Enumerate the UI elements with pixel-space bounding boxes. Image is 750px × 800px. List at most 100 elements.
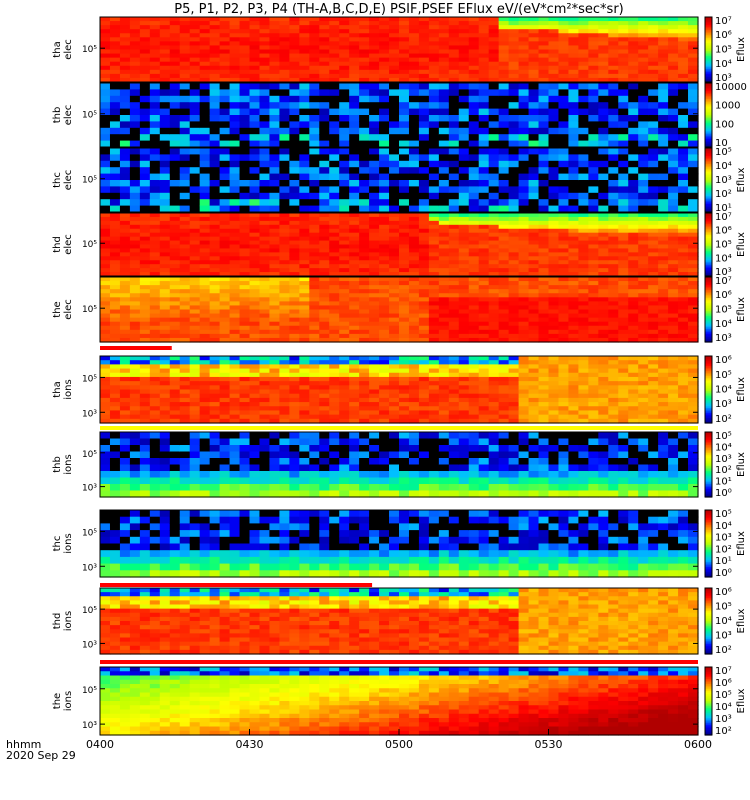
heatmap-cell [249,289,261,294]
colorbar-segment [705,72,712,75]
heatmap-cell [418,37,430,42]
heatmap-cell [100,154,111,162]
heatmap-cell [259,402,271,407]
panel-ylabel: thc elec [52,170,74,191]
heatmap-cell [299,134,310,142]
heatmap-cell [568,313,579,319]
heatmap-cell [618,305,629,311]
heatmap-cell [109,385,121,391]
heatmap-cell [448,224,460,230]
heatmap-cell [548,256,560,261]
heatmap-cell [299,45,310,51]
heatmap-cell [568,236,579,242]
heatmap-cell [319,49,330,55]
heatmap-cell [219,325,231,331]
heatmap-cell [100,69,111,75]
heatmap-cell [249,205,261,213]
heatmap-cell [100,329,111,335]
heatmap-cell [468,216,480,222]
heatmap-cell [548,108,560,116]
heatmap-cell [159,25,171,30]
heatmap-cell [369,376,380,382]
heatmap-cell [379,21,390,26]
heatmap-cell [418,167,430,175]
heatmap-cell [458,45,470,51]
colorbar-segment [705,164,712,167]
heatmap-cell [438,329,450,335]
heatmap-cell [508,329,520,335]
heatmap-cell [159,301,171,307]
heatmap-cell [239,83,251,90]
heatmap-cell [289,381,300,386]
heatmap-cell [100,277,111,282]
heatmap-cell [349,45,360,51]
heatmap-cell [658,264,669,269]
heatmap-cell [239,321,251,327]
heatmap-cell [329,313,340,319]
heatmap-cell [349,385,360,391]
heatmap-cell [408,260,420,265]
heatmap-cell [269,180,280,187]
heatmap-cell [498,272,510,277]
heatmap-cell [389,397,400,403]
heatmap-cell [399,244,410,250]
heatmap-cell [458,389,470,395]
heatmap-cell [408,167,420,175]
heatmap-cell [428,256,440,261]
heatmap-cell [159,305,171,311]
heatmap-cell [299,213,310,218]
panel-ylabel: tha elec [52,39,74,60]
heatmap-cell [159,115,171,122]
heatmap-cell [518,127,530,135]
heatmap-cell [139,232,151,238]
heatmap-cell [139,186,151,194]
colorbar-segment [705,135,712,138]
heatmap-cell [418,17,430,22]
heatmap-cell [129,381,141,386]
heatmap-cell [169,73,181,79]
heatmap-cell [648,313,659,319]
heatmap-cell [339,414,350,420]
heatmap-cell [468,45,480,51]
heatmap-cell [199,77,211,83]
heatmap-cell [219,173,231,181]
heatmap-cell [169,140,181,148]
colorbar-tick: 10⁵ [715,240,732,251]
heatmap-cell [199,325,211,331]
heatmap-cell [289,397,300,403]
heatmap-cell [129,95,141,103]
heatmap-cell [119,25,131,30]
heatmap-cell [289,61,300,67]
heatmap-cell [369,69,380,75]
heatmap-cell [109,21,121,26]
heatmap-cell [418,102,430,110]
heatmap-cell [159,333,171,339]
heatmap-cell [568,199,579,207]
heatmap-cell [109,272,121,277]
heatmap-cell [498,134,510,142]
heatmap-cell [259,333,271,339]
heatmap-cell [379,281,390,286]
heatmap-cell [109,41,121,47]
heatmap-cell [379,305,390,311]
heatmap-cell [369,389,380,395]
heatmap-cell [319,385,330,391]
heatmap-cell [219,313,231,319]
heatmap-cell [259,45,271,51]
heatmap-cell [169,329,181,335]
heatmap-cell [598,337,609,343]
heatmap-cell [349,236,360,242]
heatmap-cell [558,89,570,97]
heatmap-cell [249,356,261,361]
heatmap-cell [658,293,669,298]
heatmap-cell [219,244,231,250]
heatmap-cell [209,301,221,307]
heatmap-cell [668,17,679,22]
heatmap-cell [119,108,131,116]
colorbar-label: Eflux [736,167,747,192]
heatmap-cell [329,65,340,71]
heatmap-cell [289,268,300,273]
heatmap-cell [149,325,161,331]
heatmap-cell [468,376,480,382]
heatmap-cell [458,29,470,34]
